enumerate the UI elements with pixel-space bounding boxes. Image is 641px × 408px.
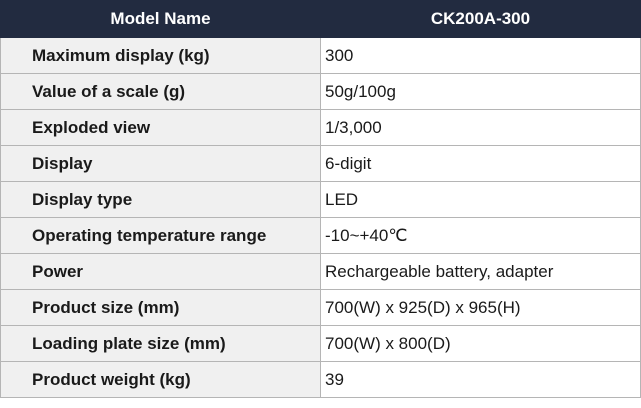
spec-value: 700(W) x 925(D) x 965(H)	[320, 289, 641, 326]
header-cell: Model Name	[0, 0, 321, 38]
spec-value: 300	[320, 37, 641, 74]
spec-table: Model Name CK200A-300 Maximum display (k…	[0, 0, 641, 398]
spec-row: Power Rechargeable battery, adapter	[0, 253, 641, 290]
spec-row: Loading plate size (mm) 700(W) x 800(D)	[0, 325, 641, 362]
spec-row: Display 6-digit	[0, 145, 641, 182]
spec-label: Maximum display (kg)	[0, 37, 321, 74]
spec-label: Exploded view	[0, 109, 321, 146]
spec-label: Product size (mm)	[0, 289, 321, 326]
spec-label: Loading plate size (mm)	[0, 325, 321, 362]
spec-row: Display type LED	[0, 181, 641, 218]
spec-value: Rechargeable battery, adapter	[320, 253, 641, 290]
header-row: Model Name CK200A-300	[0, 0, 641, 38]
spec-value: LED	[320, 181, 641, 218]
table-body: Maximum display (kg) 300 Value of a scale …	[0, 37, 641, 398]
spec-label: Power	[0, 253, 321, 290]
spec-value: 700(W) x 800(D)	[320, 325, 641, 362]
spec-label: Operating temperature range	[0, 217, 321, 254]
spec-row: Product weight (kg) 39	[0, 361, 641, 398]
spec-row: Value of a scale (g) 50g/100g	[0, 73, 641, 110]
spec-row: Exploded view 1/3,000	[0, 109, 641, 146]
spec-value: 39	[320, 361, 641, 398]
spec-value: 50g/100g	[320, 73, 641, 110]
header-cell: CK200A-300	[320, 0, 641, 38]
spec-label: Display	[0, 145, 321, 182]
spec-label: Value of a scale (g)	[0, 73, 321, 110]
spec-label: Product weight (kg)	[0, 361, 321, 398]
spec-value: 6-digit	[320, 145, 641, 182]
spec-row: Operating temperature range -10~+40℃	[0, 217, 641, 254]
spec-row: Maximum display (kg) 300	[0, 37, 641, 74]
spec-value: 1/3,000	[320, 109, 641, 146]
spec-value: -10~+40℃	[320, 217, 641, 254]
spec-row: Product size (mm) 700(W) x 925(D) x 965(H…	[0, 289, 641, 326]
spec-label: Display type	[0, 181, 321, 218]
